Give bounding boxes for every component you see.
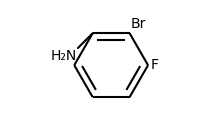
Text: F: F <box>151 58 159 72</box>
Text: Br: Br <box>131 17 146 31</box>
Text: H₂N: H₂N <box>50 49 77 63</box>
